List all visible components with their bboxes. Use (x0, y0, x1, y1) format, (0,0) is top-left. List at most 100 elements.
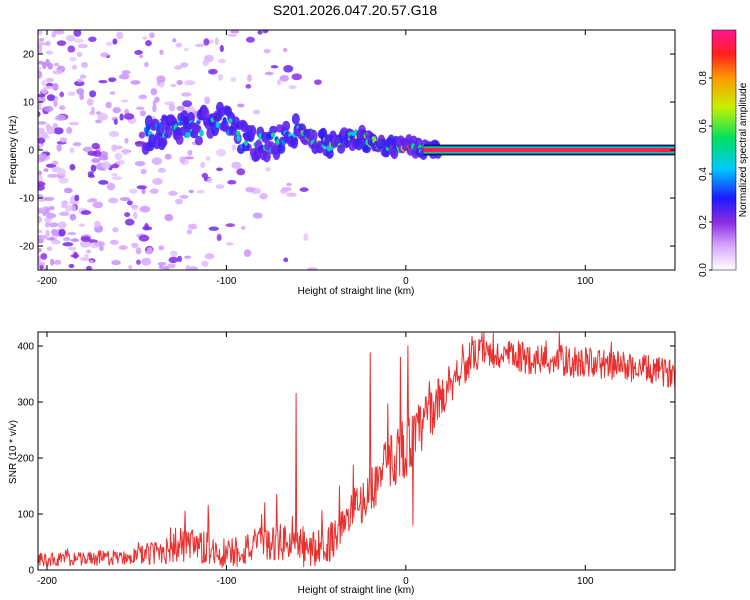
spectrogram-noise-blob (112, 227, 119, 233)
spectrogram-noise-blob (38, 65, 42, 71)
snr-y-tick-label: 0 (28, 566, 34, 577)
spectrogram-noise-blob (64, 204, 73, 212)
spectrogram-noise-blob (109, 91, 116, 95)
spectrogram-noise-blob (53, 100, 58, 108)
snr-frame (37, 331, 676, 571)
spectrogram-noise-blob (111, 144, 118, 152)
spectrogram-noise-blob (45, 58, 51, 67)
spectrogram-noise-blob (179, 194, 189, 199)
spectrogram-noise-blob (106, 182, 116, 191)
spectrogram-noise-blob (39, 265, 44, 270)
colorbar-tick-label: 0.0 (698, 263, 709, 277)
spectrogram-y-tick-label: 0 (28, 146, 34, 157)
spectrogram-noise-blob (236, 168, 246, 176)
spectrogram-noise-blob (245, 186, 256, 193)
spectrogram-noise-blob (45, 40, 51, 47)
spectrogram-noise-blob (216, 233, 222, 242)
figure-title: S201.2026.047.20.57.G18 (273, 2, 437, 18)
spectrogram-noise-blob (218, 73, 224, 81)
spectrogram-noise-blob (38, 106, 44, 111)
spectrogram-noise-blob (41, 79, 47, 87)
spectrogram-noise-blob (270, 65, 279, 69)
spectrogram-noise-blob (152, 104, 157, 113)
spectrogram-noise-blob (68, 121, 80, 126)
spectrogram-noise-blob (67, 246, 77, 251)
spectrogram-noise-blob (38, 262, 44, 266)
spectrogram-noise-blob (79, 240, 91, 248)
spectrogram-noise-blob (79, 257, 91, 262)
spectrogram-noise-blob (133, 211, 138, 220)
spectrogram-noise-blob (157, 167, 166, 173)
spectrogram-noise-blob (176, 80, 183, 86)
spectrogram-noise-blob (135, 247, 142, 255)
spectrogram-ridge-halo (178, 126, 187, 136)
spectrogram-marks (38, 30, 675, 270)
spectrogram-noise-blob (38, 137, 46, 144)
spectrogram-ridge-blob (222, 116, 227, 124)
spectrogram-noise-blob (59, 91, 65, 98)
spectrogram-noise-blob (157, 261, 167, 266)
spectrogram-ridge-halo (201, 107, 210, 121)
spectrogram-noise-blob (168, 256, 179, 264)
spectrogram-y-tick-label: -10 (20, 194, 35, 205)
spectrogram-noise-blob (38, 50, 43, 55)
spectrogram-noise-blob (126, 200, 133, 206)
spectrogram-noise-blob (91, 142, 100, 150)
spectrogram-noise-blob (112, 38, 118, 45)
spectrogram-noise-blob (61, 204, 67, 209)
spectrogram-ridge-halo (291, 113, 300, 125)
spectrogram-noise-blob (57, 221, 67, 229)
spectrogram-noise-blob (38, 144, 41, 151)
spectrogram-noise-blob (67, 231, 77, 236)
spectrogram-noise-blob (100, 52, 109, 58)
snr-y-tick-label: 200 (17, 454, 34, 465)
spectrogram-noise-blob (202, 60, 209, 67)
spectrogram-noise-blob (291, 73, 302, 81)
spectrogram-noise-blob (164, 213, 174, 222)
spectrogram-noise-blob (108, 197, 119, 204)
spectrogram-noise-blob (69, 56, 77, 62)
spectrogram-noise-blob (119, 113, 124, 121)
spectrogram-noise-blob (156, 75, 166, 83)
spectrogram-noise-blob (136, 185, 147, 190)
spectrogram-noise-blob (38, 247, 42, 253)
snr-x-ticks: -200 -100 0 100 (37, 332, 594, 587)
spectrogram-noise-blob (52, 82, 59, 91)
spectrogram-noise-blob (38, 44, 43, 52)
spectrogram-noise-blob (111, 163, 119, 169)
spectrogram-noise-blob (181, 92, 192, 97)
colorbar-tick-label: 0.4 (698, 167, 709, 181)
spectrogram-noise-blob (279, 75, 290, 82)
spectrogram-noise-blob (230, 30, 240, 34)
spectrogram-noise-blob (43, 105, 54, 112)
spectrogram-ridge-halo (390, 147, 399, 159)
spectrogram-noise-blob (184, 80, 196, 86)
spectrogram-noise-blob (93, 242, 105, 247)
spectrogram-noise-blob (145, 250, 153, 255)
spectrogram-noise-blob (307, 267, 318, 270)
spectrogram-noise-blob (98, 155, 109, 161)
spectrogram-noise-blob (79, 74, 87, 79)
spectrogram-noise-blob (73, 251, 79, 259)
spectrogram-noise-blob (123, 113, 135, 120)
spectrogram-noise-blob (170, 250, 178, 257)
snr-x-tick-label: -200 (37, 576, 57, 587)
colorbar-tick-label: 0.8 (698, 71, 709, 85)
spectrogram-noise-blob (113, 118, 118, 125)
spectrogram-noise-blob (38, 209, 43, 214)
spectrogram-noise-blob (134, 140, 145, 147)
spectrogram-noise-blob (208, 226, 219, 231)
spectrogram-noise-blob (80, 236, 91, 242)
spectrogram-noise-blob (62, 242, 74, 247)
spectrogram-noise-blob (182, 100, 193, 108)
spectrogram-noise-blob (187, 149, 193, 156)
spectrogram-noise-blob (38, 181, 46, 187)
spectrogram-x-tick-label: -200 (37, 276, 57, 287)
spectrogram-noise-blob (138, 234, 150, 242)
spectrogram-noise-blob (245, 84, 252, 89)
spectrogram-noise-blob (151, 157, 163, 165)
spectrogram-ridge-halo (290, 135, 299, 149)
spectrogram-noise-blob (78, 223, 86, 227)
spectrogram-noise-blob (282, 47, 288, 53)
